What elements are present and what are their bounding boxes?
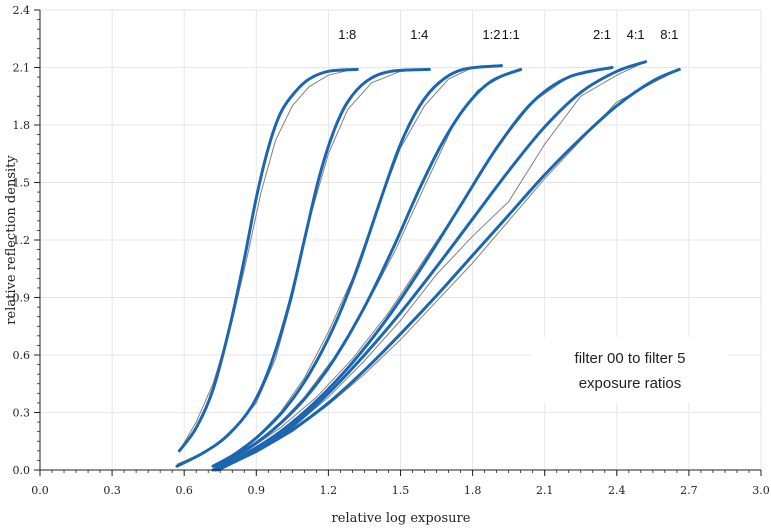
x-tick-label: 1.8 <box>464 484 482 497</box>
x-tick-label: 0.9 <box>248 484 266 497</box>
x-tick-label: 2.1 <box>536 484 554 497</box>
x-tick-label: 2.7 <box>680 484 698 497</box>
annotation-line-2: exposure ratios <box>579 375 682 392</box>
y-tick-label: 0.9 <box>13 292 31 305</box>
fit-curve-8-to-1 <box>216 67 681 472</box>
fit-curve-1-to-1 <box>213 67 523 468</box>
x-tick-label: 2.4 <box>608 484 626 497</box>
x-tick-labels: 0.0 0.3 0.6 0.9 1.2 1.5 1.8 2.1 2.4 2.7 3.0 <box>31 484 770 497</box>
y-tick-label: 1.8 <box>13 119 31 132</box>
fit-curve-4-to-1 <box>213 60 648 472</box>
y-tick-label: 2.4 <box>13 4 31 17</box>
series-labels: 1:8 1:4 1:2 1:1 2:1 4:1 8:1 <box>338 27 678 42</box>
y-tick-labels: 0.0 0.3 0.6 0.9 1.2 1.5 1.8 2.1 2.4 <box>13 4 31 477</box>
fit-curve-2-to-1 <box>211 66 614 472</box>
y-tick-label: 1.2 <box>13 234 31 247</box>
series-label-1-to-8: 1:8 <box>338 27 356 42</box>
series-label-1-to-4: 1:4 <box>410 27 428 42</box>
series-label-4-to-1: 4:1 <box>627 27 645 42</box>
y-tick-label: 1.5 <box>13 177 31 190</box>
annotation-box <box>532 337 728 403</box>
measured-curve-1-to-4 <box>176 68 430 465</box>
x-tick-label: 3.0 <box>752 484 770 497</box>
y-tick-label: 0.0 <box>13 464 31 477</box>
axes <box>34 9 762 476</box>
y-tick-label: 2.1 <box>13 62 31 75</box>
fit-curve-1-to-4 <box>175 67 431 468</box>
annotation-line-1: filter 00 to filter 5 <box>575 350 686 367</box>
series-label-1-to-1: 1:1 <box>502 27 520 42</box>
y-axis-title: relative reflection density <box>4 155 19 325</box>
series-label-8-to-1: 8:1 <box>660 27 678 42</box>
measured-curve-1-to-8 <box>178 68 353 452</box>
x-tick-label: 1.5 <box>392 484 410 497</box>
x-axis-title: relative log exposure <box>332 511 471 526</box>
measured-curves <box>176 61 680 471</box>
x-tick-label: 1.2 <box>320 484 338 497</box>
y-tick-label: 0.6 <box>13 349 31 362</box>
series-label-2-to-1: 2:1 <box>593 27 611 42</box>
x-tick-label: 0.3 <box>103 484 121 497</box>
fitted-curves <box>175 60 681 472</box>
y-tick-label: 0.3 <box>13 407 31 420</box>
measured-curve-1-to-1 <box>215 68 521 467</box>
x-tick-label: 0.0 <box>31 484 49 497</box>
fit-curve-1-to-2 <box>211 64 503 468</box>
measured-curve-4-to-1 <box>215 61 646 471</box>
fit-curve-1-to-8 <box>177 67 359 453</box>
x-tick-label: 0.6 <box>175 484 193 497</box>
series-label-1-to-2: 1:2 <box>482 27 500 42</box>
